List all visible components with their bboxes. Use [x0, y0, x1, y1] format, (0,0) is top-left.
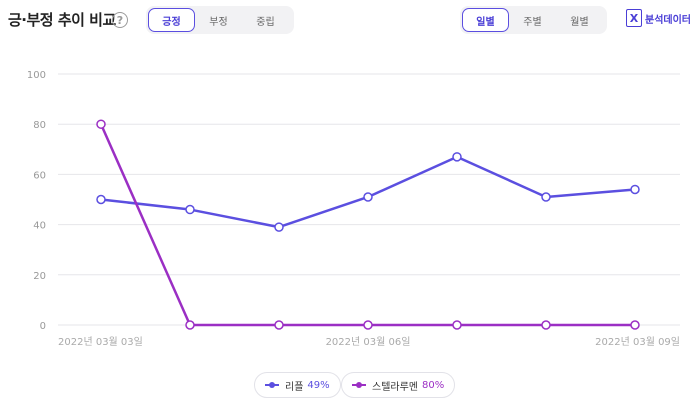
- x-tick-label: 2022년 03월 03일: [58, 336, 143, 348]
- series-line-0: [100, 155, 636, 229]
- legend-label-riple: 리플: [285, 381, 304, 393]
- data-point[interactable]: [630, 184, 640, 195]
- legend-percent-stellar: 80%: [422, 379, 445, 391]
- y-tick-label: 20: [33, 271, 46, 282]
- chart-header: 긍·부정 추이 비교 ? 긍정 부정 중립 일별 주별 월별 X 분석데이터: [0, 0, 700, 40]
- x-tick-label: 2022년 03월 09일: [595, 336, 680, 348]
- help-icon[interactable]: ?: [112, 12, 128, 28]
- data-point[interactable]: [363, 192, 373, 202]
- legend-label-stellar: 스텔라루멘: [372, 381, 418, 393]
- line-chart: 0 20 40 60 80 100 2022년 03월 03일 2022년 03월 06일 2…: [27, 70, 680, 348]
- excel-icon: X: [626, 9, 642, 27]
- legend-item-stellar[interactable]: 스텔라루멘 80%: [341, 372, 456, 398]
- y-tick-label: 100: [27, 70, 46, 81]
- data-point[interactable]: [96, 194, 106, 205]
- data-point[interactable]: [274, 320, 284, 330]
- data-point[interactable]: [541, 192, 551, 202]
- chart-title: 긍·부정 추이 비교: [8, 11, 116, 29]
- data-point[interactable]: [96, 119, 106, 129]
- data-point[interactable]: [452, 152, 462, 162]
- tab-monthly[interactable]: 월별: [570, 16, 589, 28]
- data-point[interactable]: [363, 320, 373, 330]
- legend-item-riple[interactable]: 리플 49%: [254, 372, 341, 398]
- legend-percent-riple: 49%: [307, 379, 330, 391]
- data-point[interactable]: [185, 320, 195, 330]
- sentiment-tab-group: 긍정 부정 중립: [146, 6, 294, 34]
- data-point[interactable]: [185, 204, 195, 215]
- tab-neutral[interactable]: 중립: [256, 16, 275, 28]
- data-point[interactable]: [630, 320, 640, 330]
- legend-marker-stellar: [352, 380, 366, 390]
- tab-daily[interactable]: 일별: [462, 8, 509, 32]
- data-point[interactable]: [452, 320, 462, 330]
- y-tick-label: 40: [33, 221, 46, 232]
- tab-weekly[interactable]: 주별: [523, 16, 542, 28]
- legend-marker-riple: [265, 380, 279, 390]
- x-tick-label: 2022년 03월 06일: [326, 336, 411, 348]
- export-data-button[interactable]: X 분석데이터: [626, 9, 691, 27]
- period-tab-group: 일별 주별 월별: [460, 6, 607, 34]
- y-tick-label: 80: [33, 120, 46, 131]
- y-tick-label: 0: [40, 321, 46, 332]
- tab-negative[interactable]: 부정: [209, 16, 228, 28]
- data-point[interactable]: [541, 320, 551, 330]
- chart-legend: 리플 49% 스텔라루멘 80%: [0, 372, 700, 400]
- tab-positive[interactable]: 긍정: [148, 8, 195, 32]
- data-point[interactable]: [274, 222, 284, 232]
- y-tick-label: 60: [33, 170, 46, 181]
- export-label: 분석데이터: [645, 14, 691, 26]
